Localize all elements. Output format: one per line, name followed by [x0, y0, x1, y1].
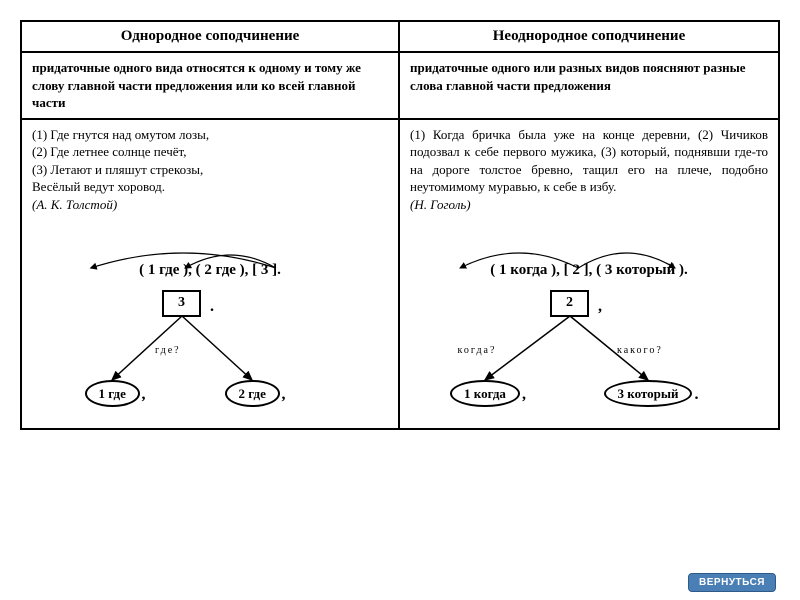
- tree-punct: ,: [142, 384, 146, 406]
- tree-arrows: [32, 290, 388, 420]
- example-line: (2) Где летнее солнце печёт,: [32, 143, 388, 161]
- inline-notation-left: ( 1 где ), ( 2 где ), [ 3 ].: [32, 260, 388, 280]
- definition-left: придаточные одного вида относятся к одно…: [22, 53, 400, 120]
- tree-punct: ,: [522, 384, 526, 406]
- header-left: Однородное соподчинение: [22, 22, 400, 53]
- example-text-right: (1) Когда бричка была уже на конце дерев…: [410, 126, 768, 256]
- inline-notation-right: ( 1 когда ), [ 2 ], ( 3 который ).: [410, 260, 768, 280]
- example-attribution: (А. К. Толстой): [32, 196, 388, 214]
- tree-question: какого?: [617, 344, 663, 358]
- example-left: (1) Где гнутся над омутом лозы, (2) Где …: [22, 120, 400, 428]
- example-line: (3) Летают и пляшут стрекозы,: [32, 161, 388, 179]
- comparison-table: Однородное соподчинение Неоднородное соп…: [20, 20, 780, 430]
- header-right: Неоднородное соподчинение: [400, 22, 778, 53]
- back-button[interactable]: ВЕРНУТЬСЯ: [688, 573, 776, 592]
- example-text-left: (1) Где гнутся над омутом лозы, (2) Где …: [32, 126, 388, 256]
- inline-text: ( 1 где ), ( 2 где ), [ 3 ].: [139, 262, 281, 278]
- example-paragraph: (1) Когда бричка была уже на конце дерев…: [410, 127, 768, 195]
- example-row: (1) Где гнутся над омутом лозы, (2) Где …: [22, 120, 778, 428]
- tree-question: когда?: [458, 344, 497, 358]
- tree-left: 3.1 гдегде?2 где,,: [32, 290, 388, 420]
- tree-punct: .: [695, 384, 699, 406]
- definition-right: придаточные одного или разных видов пояс…: [400, 53, 778, 120]
- example-line: (1) Где гнутся над омутом лозы,: [32, 126, 388, 144]
- example-line: Весёлый ведут хоровод.: [32, 178, 388, 196]
- header-row: Однородное соподчинение Неоднородное соп…: [22, 22, 778, 53]
- tree-right: 2,1 когдакогда?3 которыйкакого?,.: [410, 290, 768, 420]
- inline-text: ( 1 когда ), [ 2 ], ( 3 который ).: [490, 262, 687, 278]
- tree-punct: ,: [282, 384, 286, 406]
- example-attribution: (Н. Гоголь): [410, 197, 471, 212]
- tree-question: где?: [155, 344, 181, 358]
- definition-row: придаточные одного вида относятся к одно…: [22, 53, 778, 120]
- example-right: (1) Когда бричка была уже на конце дерев…: [400, 120, 778, 428]
